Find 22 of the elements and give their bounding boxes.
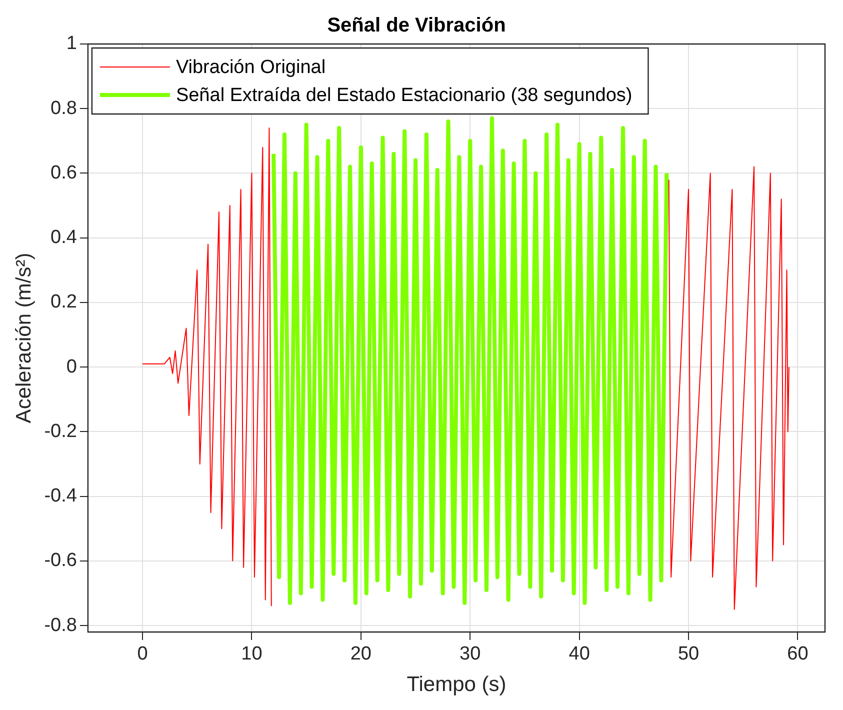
chart-title: Señal de Vibración [327,14,506,37]
y-tick-label: 0.2 [50,292,77,313]
x-tick-label: 60 [787,644,808,665]
y-tick-label: -0.4 [44,486,78,507]
x-tick-label: 10 [241,644,262,665]
y-tick-label: 0 [66,356,77,378]
legend-label: Vibración Original [176,57,326,78]
y-tick-label: 0.4 [50,227,78,248]
x-tick-label: 40 [568,644,590,665]
y-tick-label: 0.8 [50,98,77,119]
y-tick-label: 0.6 [50,162,77,184]
y-axis-title: Aceleración (m/s²) [12,252,36,424]
y-tick-label: -0.2 [44,420,77,442]
x-axis-title: Tiempo (s) [406,673,506,696]
x-tick-label: 50 [678,644,700,665]
y-tick-label: -0.6 [44,550,77,572]
x-tick-label: 20 [350,644,372,665]
x-tick-label: 0 [137,644,148,665]
x-tick-label: 30 [460,644,481,665]
y-tick-label: -0.8 [44,614,77,636]
y-tick-label: 1 [66,33,77,54]
legend-label: Señal Extraída del Estado Estacionario (38 segundos) [176,85,632,106]
